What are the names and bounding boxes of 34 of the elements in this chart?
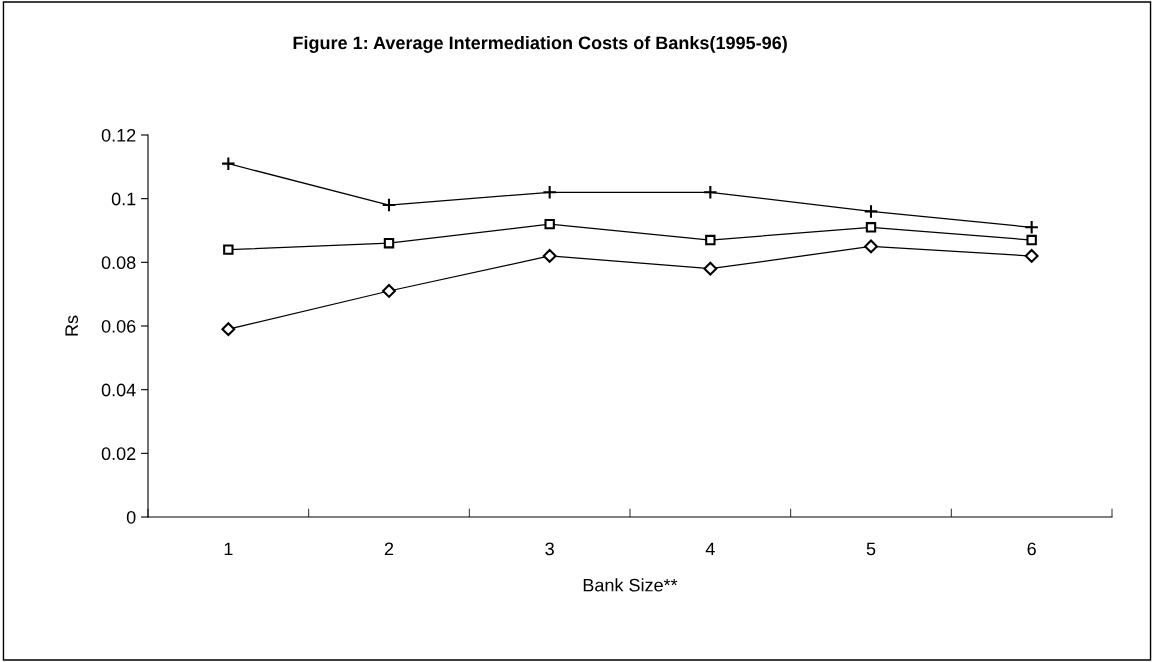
point: [864, 239, 878, 254]
y-tick-label: 0.06: [101, 319, 136, 333]
point: [223, 244, 234, 255]
point: [863, 204, 879, 219]
x-axis-title: Bank Size**: [583, 578, 678, 592]
point: [703, 185, 718, 200]
x-tick-label: 2: [384, 542, 394, 556]
point: [221, 156, 236, 171]
point: [1024, 249, 1039, 263]
point: [865, 222, 877, 233]
x-tick-label: 1: [224, 542, 233, 556]
point: [383, 238, 395, 249]
point: [221, 322, 236, 337]
y-tick-label: 0.08: [101, 256, 136, 270]
x-tick-label: 5: [866, 542, 876, 556]
y-tick-label: 0.02: [101, 447, 136, 461]
point: [1026, 234, 1037, 246]
y-tick-label: 0: [126, 510, 136, 524]
chart-title: Figure 1: Average Intermediation Costs of Banks(1995-96): [293, 36, 787, 53]
x-tick-label: 3: [545, 542, 554, 556]
point: [544, 218, 555, 230]
y-tick-label: 0.1: [111, 192, 136, 206]
point: [381, 197, 397, 213]
point: [705, 234, 716, 246]
x-tick-label: 6: [1027, 542, 1036, 556]
point: [542, 185, 557, 200]
x-tick-label: 4: [705, 542, 715, 556]
y-tick-label: 0.04: [101, 383, 136, 397]
point: [1024, 220, 1039, 235]
y-axis-title: Rs: [65, 315, 79, 336]
point: [703, 261, 718, 276]
point: [382, 284, 396, 298]
point: [542, 249, 557, 263]
y-tick-label: 0.12: [101, 128, 136, 142]
